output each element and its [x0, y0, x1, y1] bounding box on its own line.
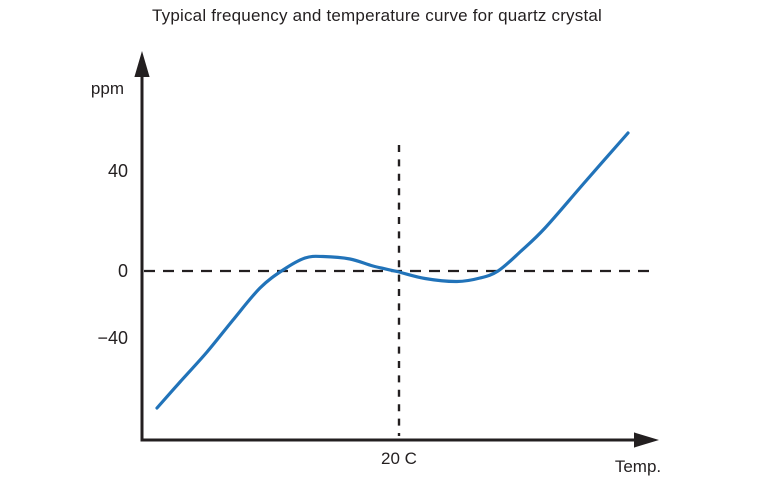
x-axis-arrowhead-icon: [634, 432, 659, 448]
y-tick-40: 40: [107, 161, 128, 181]
chart-title: Typical frequency and temperature curve …: [151, 6, 603, 25]
y-axis-unit-label: ppm: [90, 79, 124, 98]
y-axis-arrowhead-icon: [134, 51, 150, 77]
frequency-curve: [155, 131, 630, 410]
x-axis-label: Temp.: [614, 457, 662, 476]
x-tick-20c: 20 C: [381, 449, 417, 468]
y-tick-minus-40: −40: [97, 328, 128, 348]
y-tick-0: 0: [117, 261, 128, 281]
